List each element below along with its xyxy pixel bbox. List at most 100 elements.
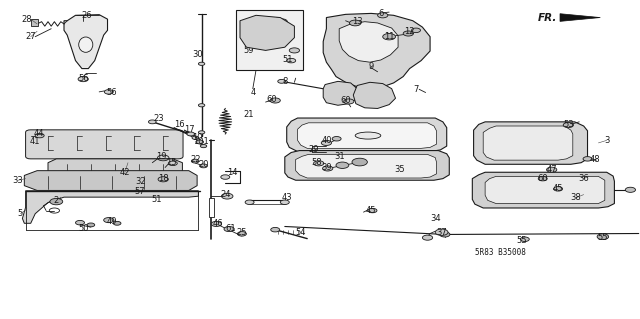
Text: 5R83 B35008: 5R83 B35008: [475, 248, 525, 256]
Circle shape: [336, 162, 349, 168]
Text: 47: 47: [547, 165, 557, 174]
Circle shape: [383, 33, 396, 40]
Text: 41: 41: [30, 137, 40, 146]
Text: 25: 25: [237, 228, 247, 237]
Circle shape: [196, 140, 204, 144]
Text: 18: 18: [158, 174, 168, 183]
Text: 61: 61: [225, 224, 236, 233]
Text: 30: 30: [192, 50, 202, 59]
Text: 38: 38: [571, 193, 581, 202]
Text: 5: 5: [18, 209, 23, 218]
Text: 46: 46: [212, 219, 223, 228]
Polygon shape: [323, 81, 357, 105]
Text: 23: 23: [154, 114, 164, 122]
Text: 59: 59: [243, 46, 253, 55]
Text: 19: 19: [156, 152, 166, 161]
Polygon shape: [48, 159, 182, 176]
Circle shape: [211, 221, 221, 226]
Text: 51: 51: [152, 195, 162, 204]
Text: 42: 42: [120, 168, 130, 177]
Text: 39: 39: [321, 163, 332, 172]
Text: 12: 12: [404, 27, 415, 36]
Text: 45: 45: [366, 206, 376, 215]
Text: 60: 60: [340, 96, 351, 105]
Circle shape: [554, 187, 563, 191]
Text: 60: 60: [267, 95, 277, 104]
Text: 55: 55: [516, 236, 527, 245]
Circle shape: [198, 104, 205, 107]
Text: 3: 3: [604, 136, 609, 145]
Ellipse shape: [79, 37, 93, 52]
Polygon shape: [560, 14, 600, 21]
Text: 21: 21: [243, 110, 253, 119]
Circle shape: [104, 90, 113, 94]
Circle shape: [148, 120, 156, 124]
Circle shape: [198, 62, 205, 65]
Circle shape: [237, 232, 246, 236]
Text: 6: 6: [379, 9, 384, 18]
Circle shape: [113, 221, 121, 225]
Circle shape: [198, 131, 205, 134]
Text: 22: 22: [190, 155, 200, 164]
Circle shape: [314, 161, 324, 166]
Circle shape: [323, 166, 333, 171]
Text: 51: 51: [283, 55, 293, 63]
Text: 43: 43: [282, 193, 292, 202]
Polygon shape: [24, 171, 197, 190]
Text: 29: 29: [308, 145, 319, 154]
Polygon shape: [64, 15, 108, 69]
Polygon shape: [353, 82, 396, 108]
Polygon shape: [285, 151, 449, 180]
Text: 16: 16: [174, 120, 184, 129]
Circle shape: [224, 226, 234, 232]
Text: 37: 37: [436, 228, 447, 237]
Polygon shape: [22, 191, 198, 223]
Circle shape: [625, 187, 636, 192]
Text: FR.: FR.: [538, 12, 557, 23]
Circle shape: [403, 31, 413, 36]
Text: 58: 58: [312, 158, 322, 167]
Text: 101: 101: [193, 137, 209, 146]
Circle shape: [192, 136, 198, 139]
Circle shape: [440, 232, 450, 237]
Circle shape: [280, 200, 289, 204]
Circle shape: [276, 19, 287, 25]
Circle shape: [538, 176, 547, 181]
Text: 28: 28: [22, 15, 32, 24]
Circle shape: [332, 137, 341, 141]
Text: 48: 48: [590, 155, 600, 164]
Text: 36: 36: [579, 174, 589, 183]
Circle shape: [547, 167, 557, 172]
Circle shape: [422, 235, 433, 240]
Text: 56: 56: [78, 74, 88, 83]
Circle shape: [520, 237, 529, 241]
Text: 11: 11: [384, 32, 394, 41]
Circle shape: [76, 220, 84, 225]
Circle shape: [289, 48, 300, 53]
Polygon shape: [298, 123, 436, 148]
Text: 7: 7: [413, 85, 419, 94]
Text: 4: 4: [250, 88, 255, 97]
Polygon shape: [323, 13, 430, 89]
Polygon shape: [483, 126, 573, 160]
Polygon shape: [474, 122, 588, 164]
Polygon shape: [287, 118, 447, 152]
Text: 20: 20: [198, 160, 209, 169]
Circle shape: [50, 198, 63, 205]
Circle shape: [187, 132, 195, 136]
Circle shape: [287, 58, 296, 63]
Text: 53: 53: [563, 120, 573, 129]
Circle shape: [191, 159, 199, 163]
Text: 40: 40: [321, 136, 332, 145]
Circle shape: [200, 145, 207, 148]
Text: 50: 50: [78, 224, 88, 233]
Text: 27: 27: [26, 32, 36, 41]
Text: 34: 34: [430, 214, 440, 223]
Circle shape: [271, 227, 280, 232]
Text: 26: 26: [81, 11, 92, 20]
Polygon shape: [296, 154, 436, 178]
Circle shape: [435, 229, 448, 235]
Text: 54: 54: [296, 228, 306, 237]
Text: 31: 31: [334, 152, 344, 161]
Bar: [31, 19, 38, 26]
